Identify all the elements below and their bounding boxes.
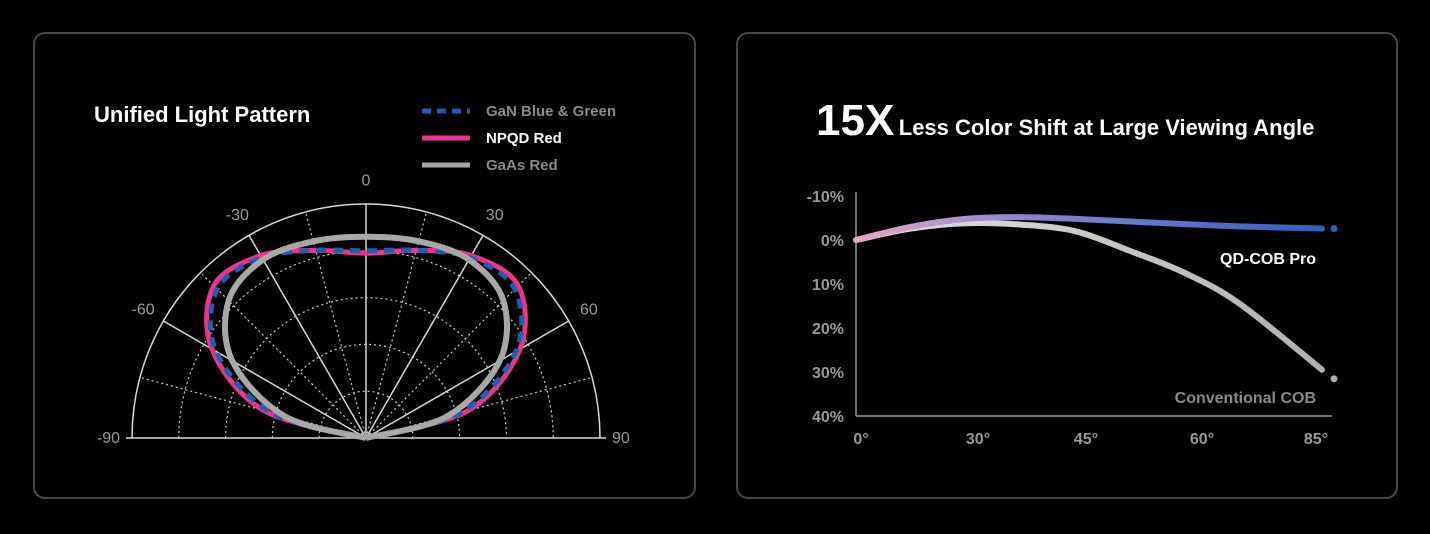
polar-series-gaas [222, 233, 510, 441]
polar-grid-spoke-dotted [304, 211, 367, 439]
polar-angle-label: -30 [226, 207, 249, 224]
polar-grid-spoke-dotted [365, 211, 428, 439]
x-tick-label: 85° [1304, 431, 1328, 448]
polar-grid-spoke [162, 320, 367, 439]
y-tick-label: -10% [807, 189, 844, 206]
polar-series-npqd [204, 247, 528, 441]
polar-grid-spoke-dotted [139, 376, 367, 439]
polar-grid-spoke-dotted [365, 376, 593, 439]
polar-series-gan [207, 247, 525, 441]
y-tick-label: 30% [812, 365, 844, 382]
polar-chart-panel: Unified Light Pattern GaN Blue & Green N… [33, 32, 696, 499]
polar-grid-spoke [365, 234, 484, 439]
polar-angle-label: -90 [97, 430, 120, 447]
x-tick-label: 30° [966, 431, 990, 448]
legend-label-gan: GaN Blue & Green [486, 103, 617, 120]
title-text: Less Color Shift at Large Viewing Angle [898, 115, 1315, 140]
polar-grid-arc-3 [178, 250, 554, 439]
series-end-dot-conventional [1330, 375, 1338, 383]
legend-swatch-gan [422, 108, 470, 114]
polar-angle-label: 60 [580, 301, 598, 318]
title-multiplier: 15X [816, 96, 895, 145]
polar-chart-title: Unified Light Pattern [94, 102, 311, 127]
polar-grid-arc-0 [318, 390, 414, 439]
series-line-conventional [853, 220, 1325, 373]
polar-angle-label: 30 [486, 207, 504, 224]
polar-grid-spoke [365, 320, 570, 439]
x-tick-label: 60° [1190, 431, 1214, 448]
series-label-pro: QD-COB Pro [1220, 251, 1316, 268]
legend-label-npqd: NPQD Red [486, 130, 562, 147]
legend-label-gaas: GaAs Red [486, 157, 558, 174]
x-tick-label: 0° [853, 431, 868, 448]
polar-angle-label: -60 [132, 301, 155, 318]
y-tick-label: 0% [821, 233, 844, 250]
polar-outer-arc [131, 203, 601, 439]
series-label-conventional: Conventional COB [1175, 390, 1316, 407]
y-tick-label: 10% [812, 277, 844, 294]
polar-grid-spoke [248, 234, 367, 439]
y-tick-label: 20% [812, 321, 844, 338]
polar-plot: -90 -60 -30 0 30 60 90 [97, 173, 630, 447]
polar-angle-label: 90 [612, 430, 630, 447]
x-tick-label: 45° [1074, 431, 1098, 448]
legend-swatch-gaas [422, 162, 470, 168]
polar-angle-label: 0 [362, 173, 371, 190]
color-shift-title: 15X Less Color Shift at Large Viewing An… [816, 96, 1314, 146]
color-shift-panel: 15X Less Color Shift at Large Viewing An… [736, 32, 1398, 499]
series-line-pro [853, 214, 1325, 243]
legend-swatch-npqd [422, 135, 470, 141]
series-end-dot-pro [1330, 225, 1338, 233]
y-tick-label: 40% [812, 409, 844, 426]
color-shift-plot: -10% 0% 10% 20% 30% 40% 0° 30° 45° 60° 85° QD-COB P… [807, 189, 1338, 448]
